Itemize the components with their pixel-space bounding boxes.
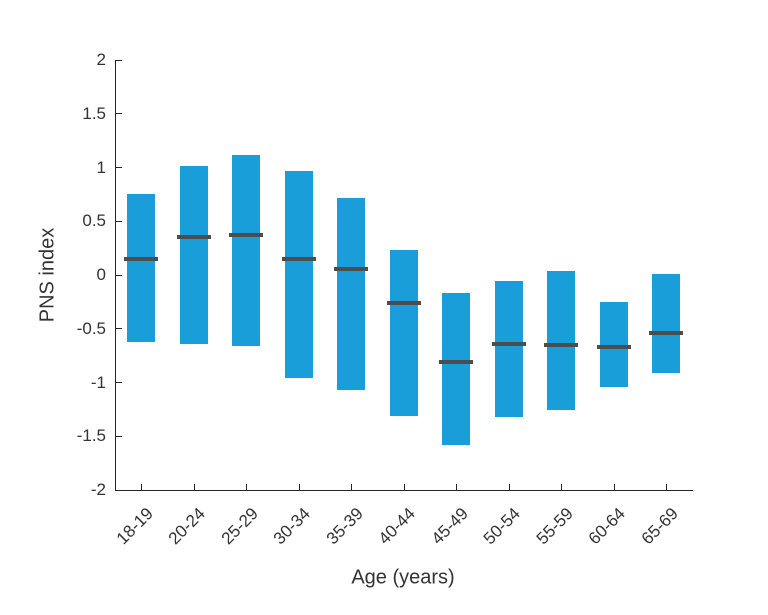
y-tick--2 <box>116 489 122 491</box>
y-tick-0.5 <box>116 220 122 222</box>
x-tick-50-54 <box>508 484 510 490</box>
median-marker-30-34 <box>281 256 316 261</box>
x-tick-label: 45-49 <box>427 504 472 549</box>
y-tick-label: -1 <box>90 372 106 392</box>
y-tick-0 <box>116 274 122 276</box>
y-axis-label: PNS index <box>36 227 59 323</box>
y-tick-1 <box>116 167 122 168</box>
range-bar-60-64 <box>599 301 628 387</box>
x-tick-25-29 <box>246 484 247 490</box>
median-marker-55-59 <box>544 342 578 347</box>
median-marker-35-39 <box>334 266 368 271</box>
y-tick-label: -1.5 <box>76 426 106 446</box>
y-tick-label: 0 <box>96 265 106 284</box>
x-tick-65-69 <box>666 484 667 490</box>
x-tick-label: 60-64 <box>584 504 629 549</box>
y-tick--1.5 <box>116 435 122 437</box>
y-tick-1.5 <box>116 113 122 115</box>
x-axis-label: Age (years) <box>351 566 455 589</box>
median-marker-20-24 <box>176 235 211 240</box>
x-tick-label: 35-39 <box>322 504 367 549</box>
x-tick-label: 65-69 <box>637 504 682 549</box>
x-tick-30-34 <box>298 484 300 490</box>
range-bar-65-69 <box>652 273 680 373</box>
median-marker-65-69 <box>649 331 683 336</box>
median-marker-25-29 <box>229 233 263 238</box>
median-marker-18-19 <box>124 256 158 261</box>
range-bar-50-54 <box>494 281 523 417</box>
x-tick-label: 25-29 <box>217 504 262 549</box>
x-tick-label: 20-24 <box>164 504 209 549</box>
median-marker-50-54 <box>491 341 526 346</box>
range-bar-25-29 <box>232 154 260 346</box>
x-tick-35-39 <box>351 484 352 490</box>
x-tick-45-49 <box>456 484 457 490</box>
y-tick-label: -2 <box>90 480 106 499</box>
x-tick-60-64 <box>613 484 615 490</box>
x-tick-55-59 <box>561 484 562 490</box>
range-bar-55-59 <box>547 270 575 411</box>
y-tick-label: -0.5 <box>76 318 106 338</box>
x-tick-label: 55-59 <box>532 504 577 549</box>
y-tick-label: 0.5 <box>82 211 106 231</box>
range-bar-18-19 <box>127 194 155 342</box>
median-marker-45-49 <box>439 360 473 365</box>
range-bar-40-44 <box>389 250 418 416</box>
y-tick-label: 2 <box>96 50 106 69</box>
x-tick-label: 30-34 <box>269 504 314 549</box>
y-tick--0.5 <box>116 328 122 330</box>
plot-area: -2 -1.5 -1 -0.5 0 0.5 1 1.5 2 18-19 20-24 25-29 30-… <box>77 50 693 548</box>
x-tick-18-19 <box>141 484 142 490</box>
range-bar-20-24 <box>179 166 208 344</box>
y-tick-label: 1 <box>96 157 106 177</box>
range-bar-30-34 <box>284 170 313 379</box>
median-marker-60-64 <box>596 345 631 350</box>
median-marker-40-44 <box>386 300 421 305</box>
x-tick-label: 40-44 <box>374 504 419 549</box>
y-tick-label: 1.5 <box>82 103 106 123</box>
x-tick-20-24 <box>193 484 195 490</box>
range-bar-45-49 <box>442 293 470 445</box>
x-tick-label: 50-54 <box>479 504 524 549</box>
y-tick--1 <box>116 382 122 383</box>
y-tick-2 <box>116 59 122 61</box>
range-bar-35-39 <box>337 197 365 391</box>
x-tick-label: 18-19 <box>112 504 157 549</box>
x-tick-40-44 <box>403 484 405 490</box>
